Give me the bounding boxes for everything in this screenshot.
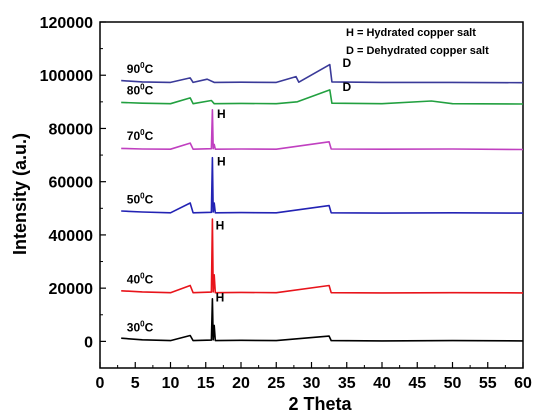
series-line-90 [121, 63, 524, 84]
peak-label-30: H [216, 290, 225, 304]
x-tick-label: 40 [373, 375, 391, 392]
x-tick-label: 50 [444, 375, 462, 392]
y-tick-label: 120000 [40, 15, 93, 32]
x-tick-label: 45 [408, 375, 426, 392]
x-tick-label: 10 [162, 375, 180, 392]
x-tick-label: 60 [514, 375, 532, 392]
y-tick-label: 0 [84, 334, 93, 351]
series-line-80 [121, 89, 524, 105]
y-tick-label: 60000 [49, 175, 94, 192]
series-label-30: 300C [127, 319, 154, 334]
labels-group: 300C H 400C H 500C H 700C H 800C D 900C D [127, 56, 352, 334]
series-line-50 [121, 156, 524, 214]
series-label-80: 800C [127, 83, 154, 98]
x-tick-label: 20 [232, 375, 250, 392]
peak-label-90: D [343, 56, 352, 70]
x-tick-label: 0 [96, 375, 105, 392]
peak-label-80: D [343, 80, 352, 94]
plot-frame [99, 21, 524, 369]
peak-label-50: H [217, 155, 226, 169]
y-tick-label: 40000 [49, 228, 94, 245]
series-line-30 [121, 297, 524, 342]
series-label-70: 700C [127, 128, 154, 143]
y-tick-label: 100000 [40, 68, 93, 85]
legend-annotation-dehydrated: D = Dehydrated copper salt [346, 45, 489, 57]
series-line-40 [121, 218, 524, 294]
y-axis-title: Intensity (a.u.) [10, 133, 30, 255]
series-label-90: 900C [127, 61, 154, 76]
x-tick-label: 55 [479, 375, 497, 392]
x-tick-label: 25 [267, 375, 285, 392]
series-label-40: 400C [127, 271, 154, 286]
series-label-50: 500C [127, 192, 154, 207]
y-tick-label: 20000 [49, 281, 94, 298]
x-tick-label: 5 [131, 375, 140, 392]
legend-annotation-hydrated: H = Hydrated copper salt [346, 27, 476, 39]
axes: 0 5 10 15 20 25 30 35 40 45 50 55 60 0 20000 40000 60000… [40, 15, 532, 392]
x-axis-title: 2 Theta [288, 394, 352, 414]
peak-label-70: H [217, 107, 226, 121]
x-tick-label: 15 [197, 375, 215, 392]
peak-label-40: H [216, 219, 225, 233]
x-tick-label: 35 [338, 375, 356, 392]
y-tick-label: 80000 [49, 121, 94, 138]
series-group [121, 63, 524, 342]
x-tick-label: 30 [303, 375, 321, 392]
series-line-70 [121, 109, 524, 151]
